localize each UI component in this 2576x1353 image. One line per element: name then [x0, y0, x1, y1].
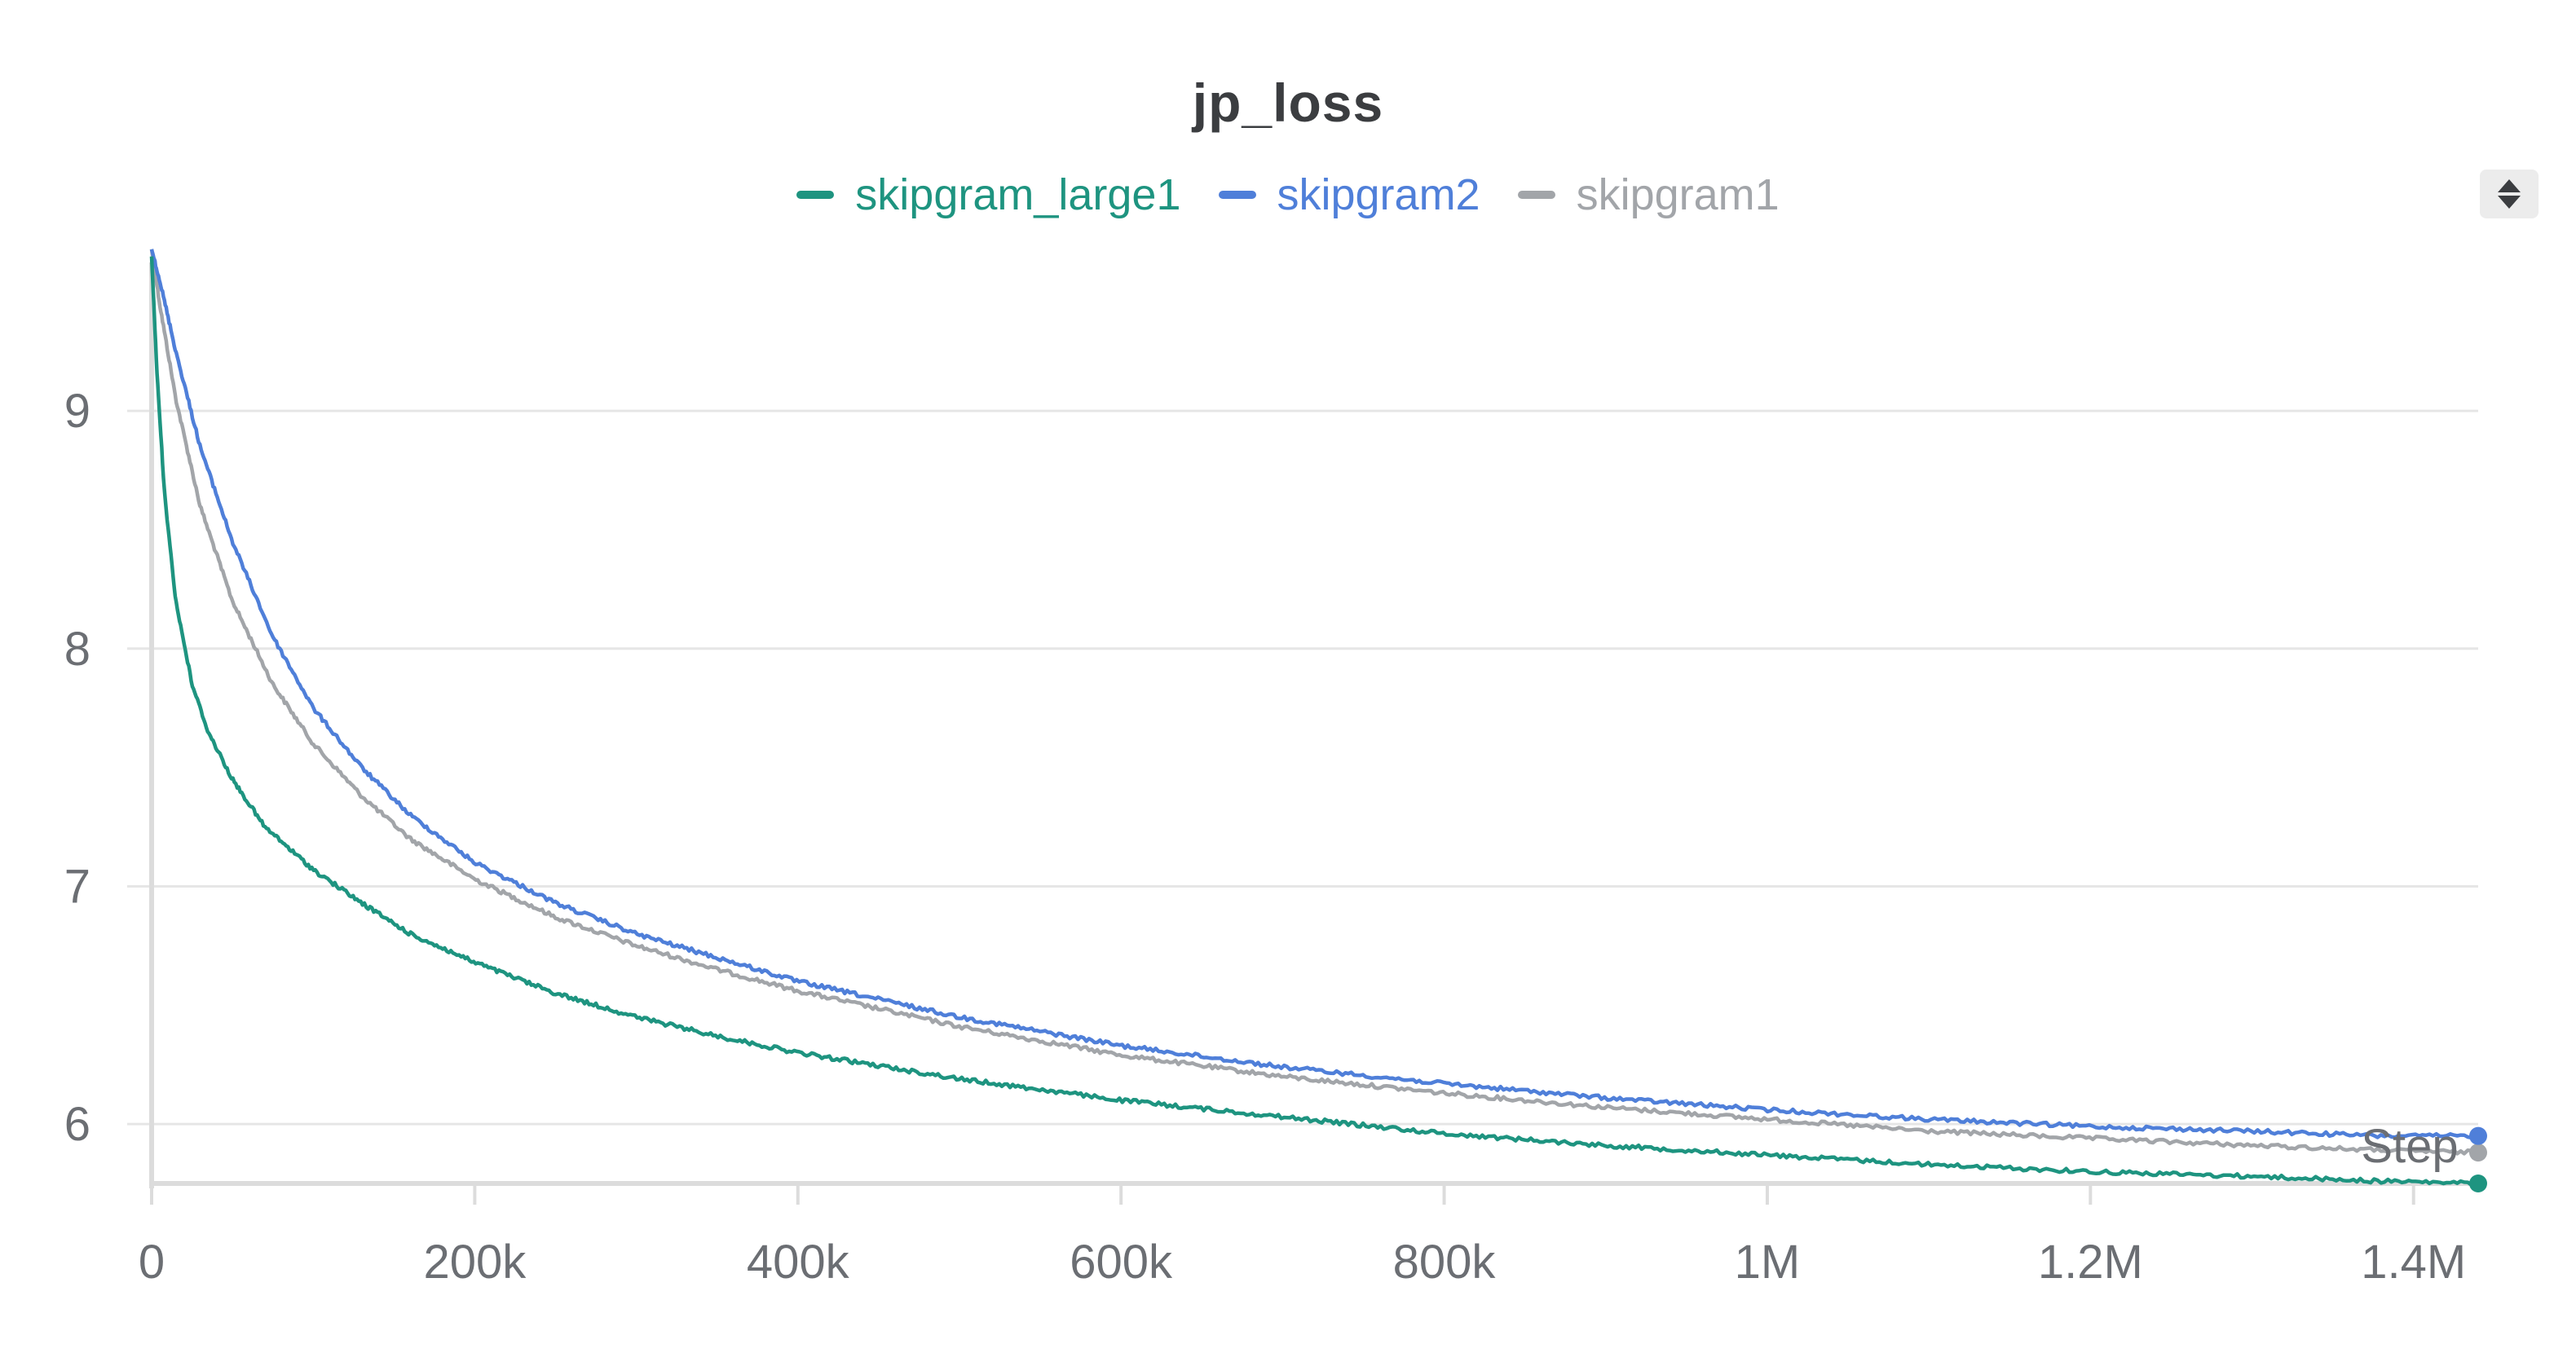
legend-label: skipgram1: [1576, 170, 1780, 219]
x-tick-label: 200k: [423, 1236, 527, 1289]
x-tick-label: 600k: [1070, 1236, 1173, 1289]
legend-swatch: [1517, 191, 1555, 199]
x-axis-label: Step: [2361, 1120, 2458, 1173]
y-tick-label: 7: [64, 860, 90, 913]
legend-swatch: [796, 191, 835, 199]
x-tick-label: 1M: [1735, 1236, 1801, 1289]
y-tick-label: 8: [64, 623, 90, 676]
legend: skipgram_large1 skipgram2 skipgram1: [0, 170, 2576, 220]
x-tick-label: 1.4M: [2361, 1236, 2466, 1289]
y-tick-label: 6: [64, 1098, 90, 1151]
x-tick-label: 1.2M: [2038, 1236, 2143, 1289]
series-line-skipgram_large1: [149, 256, 2479, 1187]
chart-title: jp_loss: [1192, 73, 1384, 133]
x-tick-label: 400k: [747, 1236, 850, 1289]
legend-label: skipgram_large1: [855, 170, 1181, 219]
series-end-point-skipgram2: [2469, 1126, 2487, 1145]
x-tick-label: 0: [139, 1236, 165, 1289]
series-line-skipgram2: [149, 248, 2480, 1140]
legend-swatch: [1218, 191, 1256, 199]
legend-item-skipgram-large1[interactable]: skipgram_large1: [796, 170, 1181, 220]
x-tick-label: 800k: [1393, 1236, 1497, 1289]
legend-item-skipgram1[interactable]: skipgram1: [1517, 170, 1780, 220]
sort-arrows-icon[interactable]: [2480, 170, 2539, 218]
arrow-down-icon: [2498, 196, 2521, 209]
arrow-up-icon: [2498, 179, 2521, 192]
series-end-point-skipgram_large1: [2469, 1175, 2487, 1192]
legend-item-skipgram2[interactable]: skipgram2: [1218, 170, 1480, 220]
series-end-point-skipgram1: [2469, 1144, 2487, 1162]
legend-label: skipgram2: [1277, 170, 1480, 219]
series-line-skipgram1: [149, 249, 2479, 1157]
y-tick-label: 9: [64, 385, 90, 438]
